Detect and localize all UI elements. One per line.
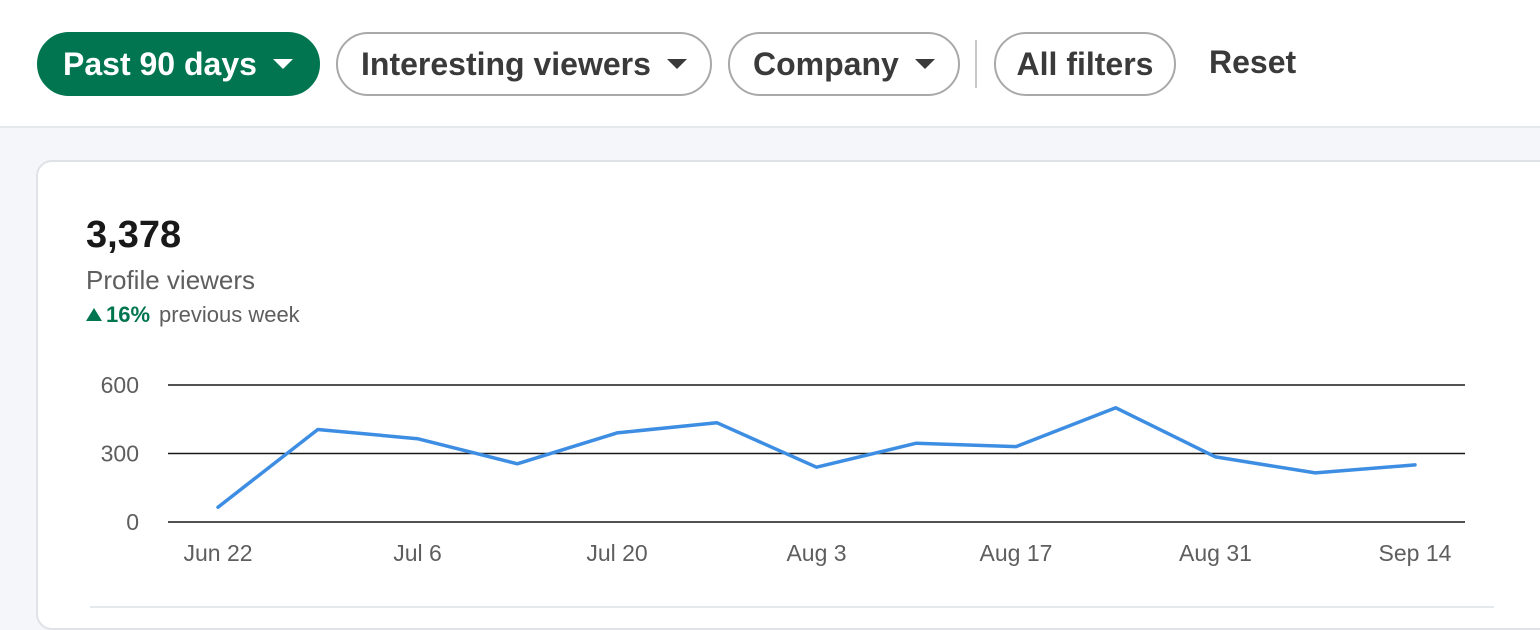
y-tick-label: 0 bbox=[126, 509, 139, 535]
x-tick-label: Aug 17 bbox=[980, 540, 1053, 566]
profile-viewers-chart: 0 300 600 Jun 22 Jul 6 Jul 20 Aug 3 Aug 17 Aug 3… bbox=[0, 0, 1540, 610]
x-tick-label: Aug 31 bbox=[1179, 540, 1252, 566]
card-section-divider bbox=[90, 606, 1494, 608]
y-tick-label: 600 bbox=[101, 372, 139, 398]
x-tick-label: Jul 6 bbox=[393, 540, 442, 566]
x-tick-label: Jun 22 bbox=[183, 540, 252, 566]
series-line bbox=[218, 408, 1415, 507]
x-tick-label: Aug 3 bbox=[786, 540, 846, 566]
x-tick-label: Jul 20 bbox=[586, 540, 647, 566]
y-tick-label: 300 bbox=[101, 441, 139, 467]
x-tick-label: Sep 14 bbox=[1379, 540, 1452, 566]
